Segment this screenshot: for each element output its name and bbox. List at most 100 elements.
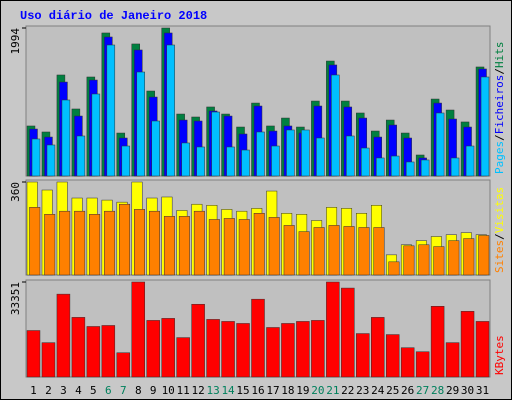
legend-entry: Pages (493, 141, 506, 174)
bar (266, 327, 280, 378)
bar (148, 210, 160, 276)
x-tick-label: 5 (90, 384, 97, 397)
bar (41, 342, 56, 378)
bar (196, 146, 205, 177)
x-tick-label: 7 (120, 384, 127, 397)
x-tick-label: 6 (105, 384, 112, 397)
bar (311, 320, 325, 378)
x-tick-label: 27 (416, 384, 429, 397)
legend-entry: Hits (493, 42, 506, 69)
bar (418, 244, 430, 276)
x-tick-label: 10 (162, 384, 175, 397)
bar (166, 44, 175, 177)
bar (465, 145, 475, 177)
bar (134, 209, 145, 276)
bar (420, 159, 430, 177)
bar (298, 231, 310, 276)
legend-entry: Ficheiros (493, 75, 506, 135)
bar (59, 210, 71, 276)
bar (31, 138, 41, 177)
bar (151, 120, 160, 177)
bar (361, 147, 370, 177)
bar (328, 225, 340, 276)
bar (358, 227, 370, 276)
x-tick-label: 15 (236, 384, 249, 397)
x-tick-label: 25 (386, 384, 399, 397)
bar (193, 210, 205, 276)
x-tick-label: 30 (461, 384, 474, 397)
x-tick-label: 8 (135, 384, 142, 397)
bar (46, 144, 56, 177)
bar (405, 161, 415, 177)
bar (104, 210, 116, 276)
x-tick-label: 28 (431, 384, 444, 397)
x-tick-label: 31 (476, 384, 489, 397)
legend-entry: KBytes (493, 335, 506, 375)
bar (460, 311, 475, 378)
bar (283, 225, 295, 276)
x-tick-label: 26 (401, 384, 414, 397)
bar (131, 281, 145, 378)
x-tick-label: 29 (446, 384, 459, 397)
x-tick-label: 17 (266, 384, 279, 397)
bar (346, 135, 355, 177)
y-tick-label: 1994 (9, 28, 22, 55)
bar (430, 306, 445, 378)
bar (211, 111, 220, 177)
x-tick-label: 19 (296, 384, 309, 397)
bar (106, 44, 116, 177)
bar (475, 321, 490, 378)
x-tick-label: 11 (177, 384, 190, 397)
bar (86, 326, 101, 378)
bar (341, 287, 355, 378)
bar (373, 227, 385, 276)
x-tick-label: 12 (192, 384, 205, 397)
x-tick-label: 20 (311, 384, 324, 397)
bar (178, 216, 190, 276)
bar (71, 317, 86, 378)
bar (74, 210, 86, 276)
bar (478, 235, 490, 276)
bar (450, 157, 460, 177)
bar (61, 99, 71, 177)
bar (480, 76, 490, 177)
x-tick-label: 18 (281, 384, 294, 397)
bar (388, 261, 400, 276)
bar (176, 337, 190, 378)
bar (121, 145, 131, 177)
legend: Sites/Visitas (493, 187, 506, 273)
bar (76, 135, 86, 177)
bar (268, 217, 280, 276)
bar (376, 157, 385, 177)
bar (251, 298, 265, 378)
bar (435, 112, 445, 177)
legend: Pages/Ficheiros/Hits (493, 42, 506, 174)
x-tick-label: 3 (60, 384, 67, 397)
bar (136, 71, 145, 177)
x-tick-label: 13 (206, 384, 219, 397)
bar (238, 219, 250, 276)
bar (163, 216, 175, 276)
legend-separator: / (493, 134, 506, 141)
bar (44, 214, 56, 276)
legend-separator: / (493, 68, 506, 75)
bar (433, 246, 445, 276)
bar (286, 129, 295, 177)
legend-separator: / (493, 233, 506, 240)
bar (208, 219, 220, 276)
legend: KBytes (493, 335, 506, 375)
bar (445, 342, 460, 378)
bar (316, 137, 325, 177)
bar (371, 317, 385, 378)
bar (146, 320, 160, 378)
legend-entry: Visitas (493, 187, 506, 233)
y-tick-label: 360 (9, 182, 22, 202)
bar (26, 330, 41, 378)
bar (241, 149, 250, 177)
bar (236, 323, 250, 378)
bar (281, 323, 295, 378)
bar (119, 203, 131, 276)
bar (356, 333, 370, 378)
x-tick-label: 9 (150, 384, 157, 397)
